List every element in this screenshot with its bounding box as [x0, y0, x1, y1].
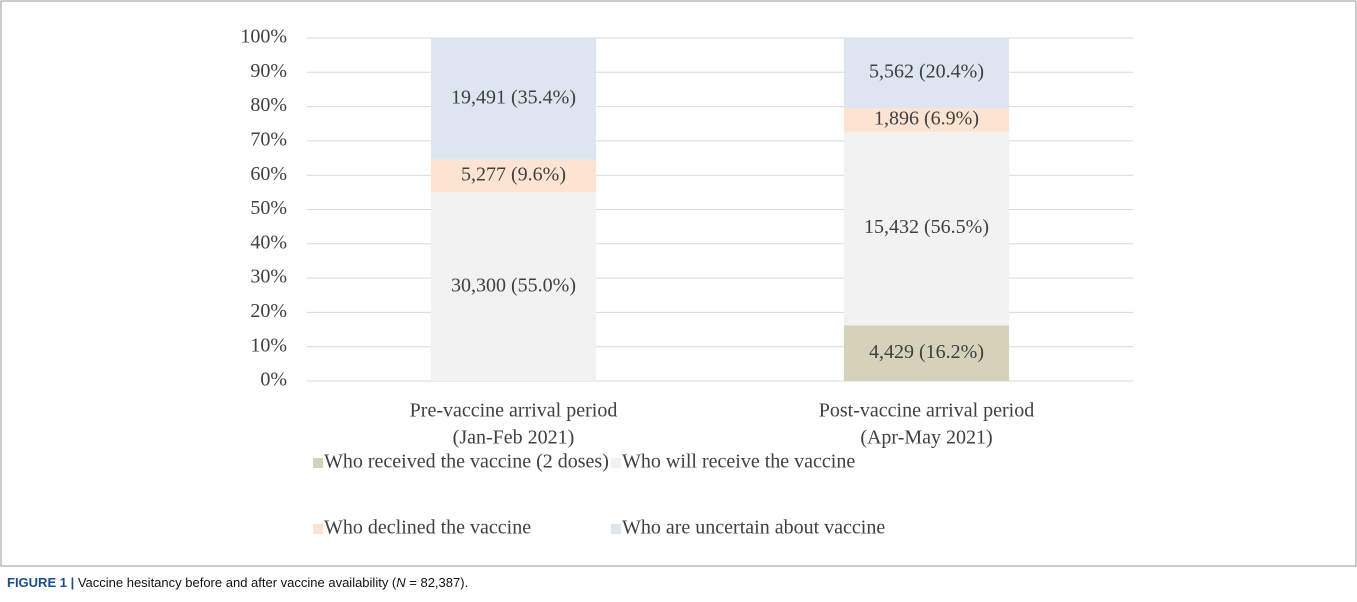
legend-marker [313, 458, 323, 468]
y-tick-label: 50% [250, 197, 287, 219]
legend-label: Who will receive the vaccine [622, 451, 855, 473]
data-label: 5,277 (9.6%) [461, 163, 566, 185]
y-tick-label: 80% [250, 94, 287, 116]
bar-segment [430, 192, 597, 381]
bar-segment [430, 38, 597, 160]
legend-marker [313, 524, 323, 534]
legend-marker [611, 458, 621, 468]
caption-text: = 82,387). [405, 575, 469, 590]
bar-segment [430, 159, 597, 193]
data-label: 5,562 (20.4%) [869, 61, 984, 83]
y-tick-label: 60% [250, 163, 287, 185]
data-label: 1,896 (6.9%) [874, 107, 979, 129]
y-tick-label: 10% [250, 334, 287, 356]
bar-segment [843, 107, 1010, 132]
bar-segment [843, 38, 1010, 108]
bar-segment [843, 325, 1010, 381]
legend-label: Who received the vaccine (2 doses) [324, 451, 609, 473]
y-tick-label: 90% [250, 60, 287, 82]
chart: 0% 10% 20% 30% 40% 50% 60% 70% 80% 90% 100% 30,300 … [0, 0, 1357, 567]
y-tick-label: 0% [260, 369, 287, 391]
x-tick-label: Pre-vaccine arrival period [410, 400, 618, 422]
legend-label: Who are uncertain about vaccine [622, 517, 885, 539]
data-label: 19,491 (35.4%) [451, 86, 576, 108]
legend-label: Who declined the vaccine [324, 517, 531, 539]
y-tick-label: 20% [250, 300, 287, 322]
data-label: 15,432 (56.5%) [864, 216, 989, 238]
data-label: 4,429 (16.2%) [869, 341, 984, 363]
x-tick-label: (Apr-May 2021) [860, 427, 992, 449]
frame [0, 0, 1357, 567]
caption-label: FIGURE 1 | [7, 575, 75, 590]
x-tick-label: Post-vaccine arrival period [819, 400, 1034, 422]
caption-symbol: N [396, 575, 406, 590]
legend-marker [611, 524, 621, 534]
y-tick-label: 30% [250, 266, 287, 288]
bar-segment [843, 131, 1010, 326]
data-label: 30,300 (55.0%) [451, 274, 576, 296]
y-tick-label: 70% [250, 128, 287, 150]
caption: FIGURE 1 | Vaccine hesitancy before and … [7, 575, 468, 590]
caption-text: Vaccine hesitancy before and after vacci… [77, 575, 397, 590]
y-tick-label: 40% [250, 231, 287, 253]
x-tick-label: (Jan-Feb 2021) [453, 427, 575, 449]
y-tick-label: 100% [240, 26, 287, 48]
